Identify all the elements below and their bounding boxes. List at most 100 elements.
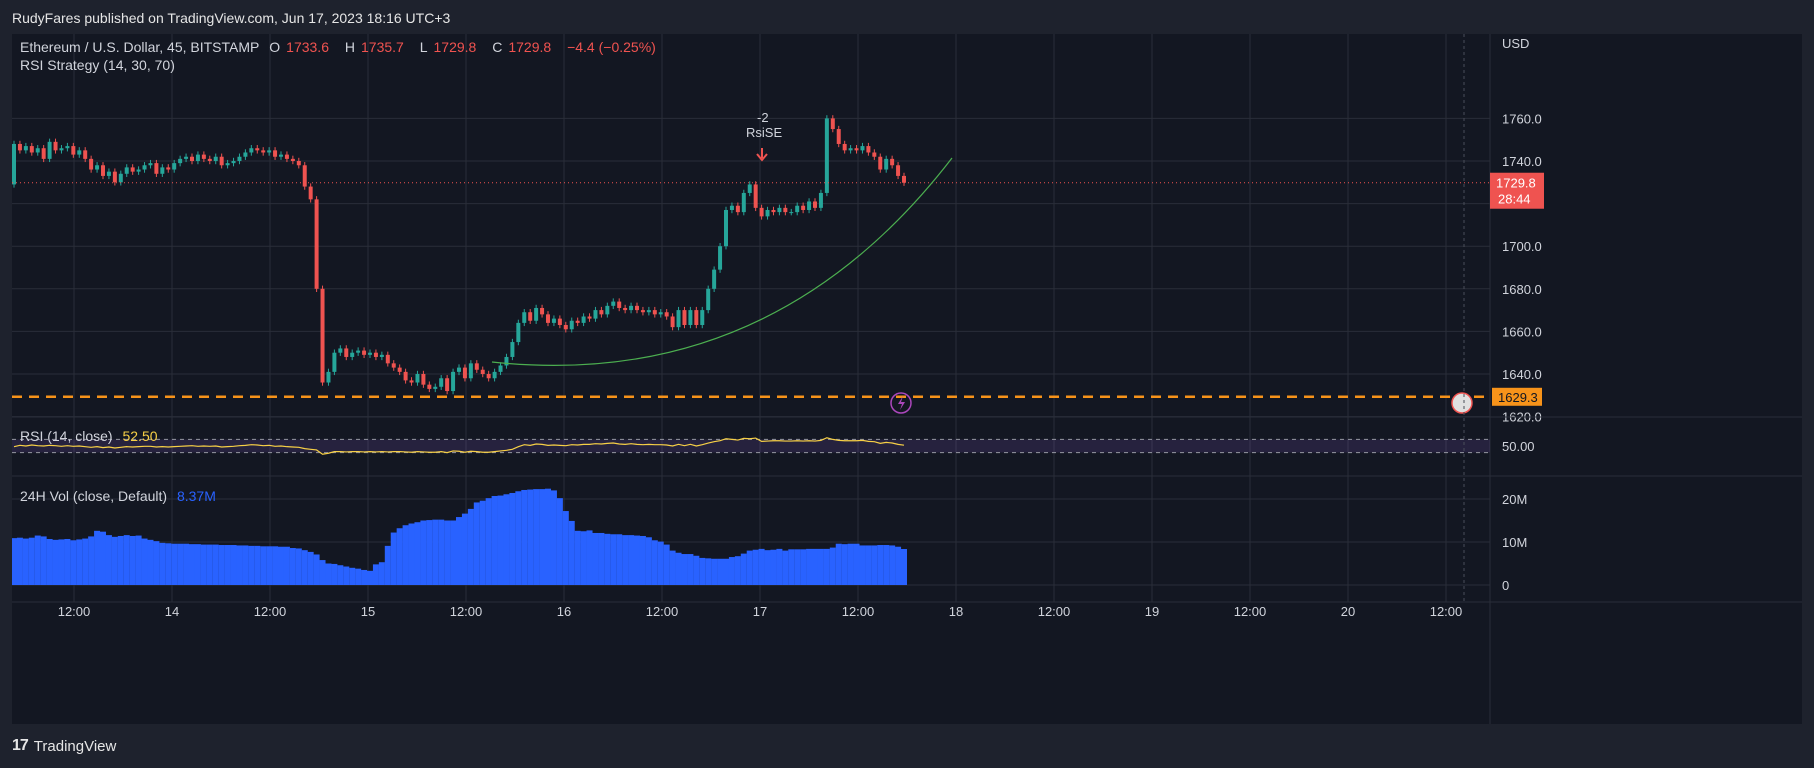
volume-bar	[598, 532, 605, 585]
candle-body	[213, 156, 218, 161]
volume-bar	[34, 535, 41, 585]
candle-body	[433, 386, 438, 389]
candle-body	[551, 318, 556, 323]
symbol-label[interactable]: Ethereum / U.S. Dollar, 45, BITSTAMP	[20, 39, 260, 55]
volume-bar	[218, 545, 225, 585]
candle-body	[670, 316, 675, 328]
candle-body	[17, 143, 22, 151]
volume-bar	[675, 552, 682, 585]
candle-body	[12, 143, 16, 185]
volume-bar	[734, 556, 741, 585]
volume-bar	[12, 538, 17, 585]
volume-bar	[100, 531, 106, 585]
candle-body	[95, 165, 100, 170]
volume-bar	[76, 539, 83, 585]
candle-body	[510, 342, 515, 357]
candle-body	[320, 288, 325, 383]
lightning-icon	[890, 392, 912, 414]
volume-bar	[313, 554, 320, 585]
candle-body	[807, 201, 812, 210]
candle-body	[629, 305, 634, 311]
y-tick-label: 1740.0	[1502, 154, 1542, 169]
volume-bar	[800, 549, 807, 585]
volume-bar	[699, 557, 706, 585]
x-tick-label: 12:00	[58, 604, 91, 619]
volume-bar	[456, 517, 462, 585]
volume-bar	[40, 536, 47, 585]
volume-bar	[622, 535, 629, 585]
candle-body	[397, 367, 402, 372]
volume-bar	[770, 549, 777, 585]
candle-body	[106, 171, 111, 176]
candle-body	[302, 165, 307, 187]
rsi-title[interactable]: RSI (14, close)	[20, 428, 113, 444]
volume-bar	[705, 558, 712, 585]
candle-body	[694, 310, 699, 326]
volume-bar	[877, 545, 884, 585]
candle-body	[273, 150, 278, 157]
signal-count-label: -2	[757, 110, 769, 125]
volume-bar	[301, 550, 308, 585]
volume-bar	[183, 543, 190, 585]
volume-bar	[200, 544, 207, 585]
candle-body	[59, 148, 64, 151]
candle-body	[765, 209, 770, 217]
candle-body	[290, 158, 295, 161]
volume-bar	[390, 532, 397, 585]
candle-body	[593, 310, 598, 319]
candle-body	[546, 314, 550, 323]
candle-body	[753, 184, 758, 208]
volume-bar	[88, 536, 95, 585]
candle-body	[664, 312, 669, 317]
volume-bar	[533, 489, 540, 585]
volume-bar	[408, 523, 415, 585]
volume-bar	[835, 543, 842, 585]
candle-body	[729, 205, 734, 210]
volume-bar	[105, 535, 112, 585]
volume-bar	[28, 537, 35, 585]
candle-body	[890, 158, 895, 166]
price-chart[interactable]: 1620.01640.01660.01680.01700.01720.01740…	[12, 34, 1802, 724]
volume-bar	[111, 536, 118, 585]
volume-bar	[372, 564, 379, 585]
candle-body	[225, 163, 230, 166]
volume-bar	[574, 530, 581, 585]
x-tick-label: 12:00	[1038, 604, 1071, 619]
candle-body	[771, 209, 776, 213]
candle-body	[724, 209, 728, 247]
volume-bar	[230, 545, 237, 585]
candle-body	[706, 288, 711, 311]
volume-bar	[740, 553, 747, 585]
volume-bar	[883, 545, 890, 585]
volume-title[interactable]: 24H Vol (close, Default)	[20, 488, 168, 504]
volume-bar	[527, 489, 534, 585]
candle-body	[142, 165, 147, 170]
tradingview-footer[interactable]: 17 TradingView	[12, 737, 116, 755]
volume-bar	[841, 544, 848, 585]
candle-body	[759, 207, 764, 217]
candle-body	[789, 212, 794, 214]
candle-body	[605, 305, 610, 315]
brand-label: TradingView	[33, 737, 117, 755]
currency-label: USD	[1502, 36, 1529, 51]
candle-body	[540, 307, 545, 315]
strategy-label[interactable]: RSI Strategy (14, 30, 70)	[20, 57, 175, 73]
volume-bar	[141, 538, 148, 585]
volume-bar	[645, 537, 652, 585]
change-value: −4.4 (−0.25%)	[567, 39, 656, 55]
candle-body	[77, 150, 82, 155]
volume-bar	[46, 538, 53, 585]
candle-body	[712, 269, 717, 289]
volume-bar	[242, 545, 249, 585]
candle-body	[878, 156, 883, 170]
candle-body	[332, 352, 337, 372]
x-tick-label: 12:00	[1430, 604, 1463, 619]
volume-bar	[189, 544, 195, 585]
candle-body	[255, 148, 260, 151]
volume-tick-label: 0	[1502, 578, 1509, 593]
volume-bar	[177, 543, 184, 585]
high-label: H	[344, 39, 355, 55]
volume-bar	[639, 535, 646, 585]
volume-bar	[426, 520, 433, 585]
candle-body	[243, 152, 248, 157]
